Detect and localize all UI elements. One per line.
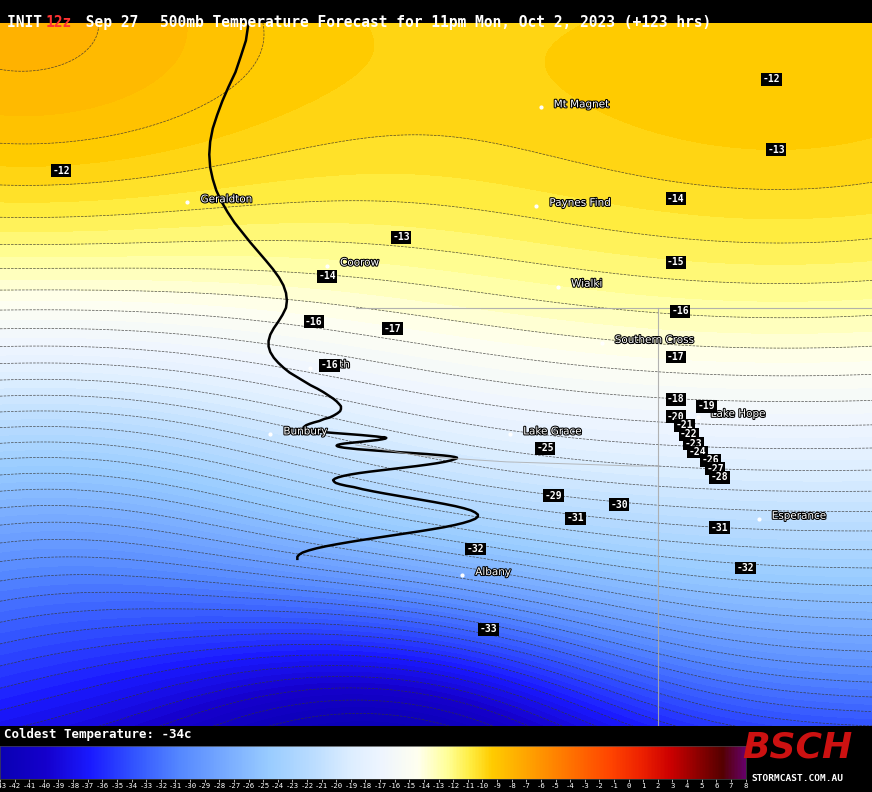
Text: Wialki: Wialki — [571, 279, 603, 289]
Text: -33: -33 — [480, 624, 497, 634]
Text: INIT: INIT — [7, 16, 51, 30]
Text: -13: -13 — [767, 145, 785, 154]
Text: -12: -12 — [763, 74, 780, 84]
Text: -32: -32 — [737, 563, 754, 573]
Text: -32: -32 — [467, 544, 484, 554]
Text: -31: -31 — [567, 513, 584, 523]
Text: -29: -29 — [545, 490, 562, 501]
Text: Paynes Find: Paynes Find — [549, 198, 610, 208]
Text: -14: -14 — [318, 271, 336, 281]
Text: -19: -19 — [698, 402, 715, 411]
Text: Coorow: Coorow — [340, 257, 379, 268]
Text: -17: -17 — [384, 324, 401, 334]
Text: -26: -26 — [702, 455, 719, 466]
Text: Perth: Perth — [323, 360, 350, 370]
Text: -13: -13 — [392, 233, 410, 242]
Text: Bunbury: Bunbury — [283, 426, 328, 436]
Text: Southern Cross: Southern Cross — [615, 335, 694, 345]
Text: -16: -16 — [671, 307, 689, 316]
Text: -31: -31 — [711, 523, 728, 533]
Text: -14: -14 — [667, 194, 685, 204]
Text: -24: -24 — [689, 447, 706, 457]
Text: -17: -17 — [667, 352, 685, 362]
Text: -21: -21 — [676, 421, 693, 430]
Text: -18: -18 — [667, 394, 685, 404]
Text: -27: -27 — [706, 464, 724, 474]
Text: Sep 27: Sep 27 — [77, 16, 138, 30]
Text: -23: -23 — [685, 439, 702, 448]
Text: Lake Grace: Lake Grace — [523, 426, 582, 436]
Text: 12z: 12z — [45, 16, 72, 30]
Text: Lake Hope: Lake Hope — [711, 409, 766, 419]
Text: -16: -16 — [321, 360, 338, 371]
Text: -16: -16 — [305, 317, 323, 327]
Text: Mt Magnet: Mt Magnet — [554, 99, 609, 109]
Text: BSCH: BSCH — [742, 730, 852, 764]
Text: -22: -22 — [680, 429, 698, 440]
Text: Albany: Albany — [475, 567, 511, 577]
Text: -30: -30 — [610, 500, 628, 510]
Text: -28: -28 — [711, 472, 728, 482]
Text: -20: -20 — [667, 412, 685, 422]
Text: -15: -15 — [667, 257, 685, 267]
Text: STORMCAST.COM.AU: STORMCAST.COM.AU — [751, 775, 843, 783]
Text: -12: -12 — [52, 166, 70, 176]
Text: -25: -25 — [536, 444, 554, 454]
Text: Esperance: Esperance — [772, 511, 827, 521]
Text: Coldest Temperature: -34c: Coldest Temperature: -34c — [3, 729, 191, 741]
Text: 500mb Temperature Forecast for 11pm Mon, Oct 2, 2023 (+123 hrs): 500mb Temperature Forecast for 11pm Mon,… — [160, 16, 712, 30]
Text: Geraldton: Geraldton — [201, 194, 253, 204]
